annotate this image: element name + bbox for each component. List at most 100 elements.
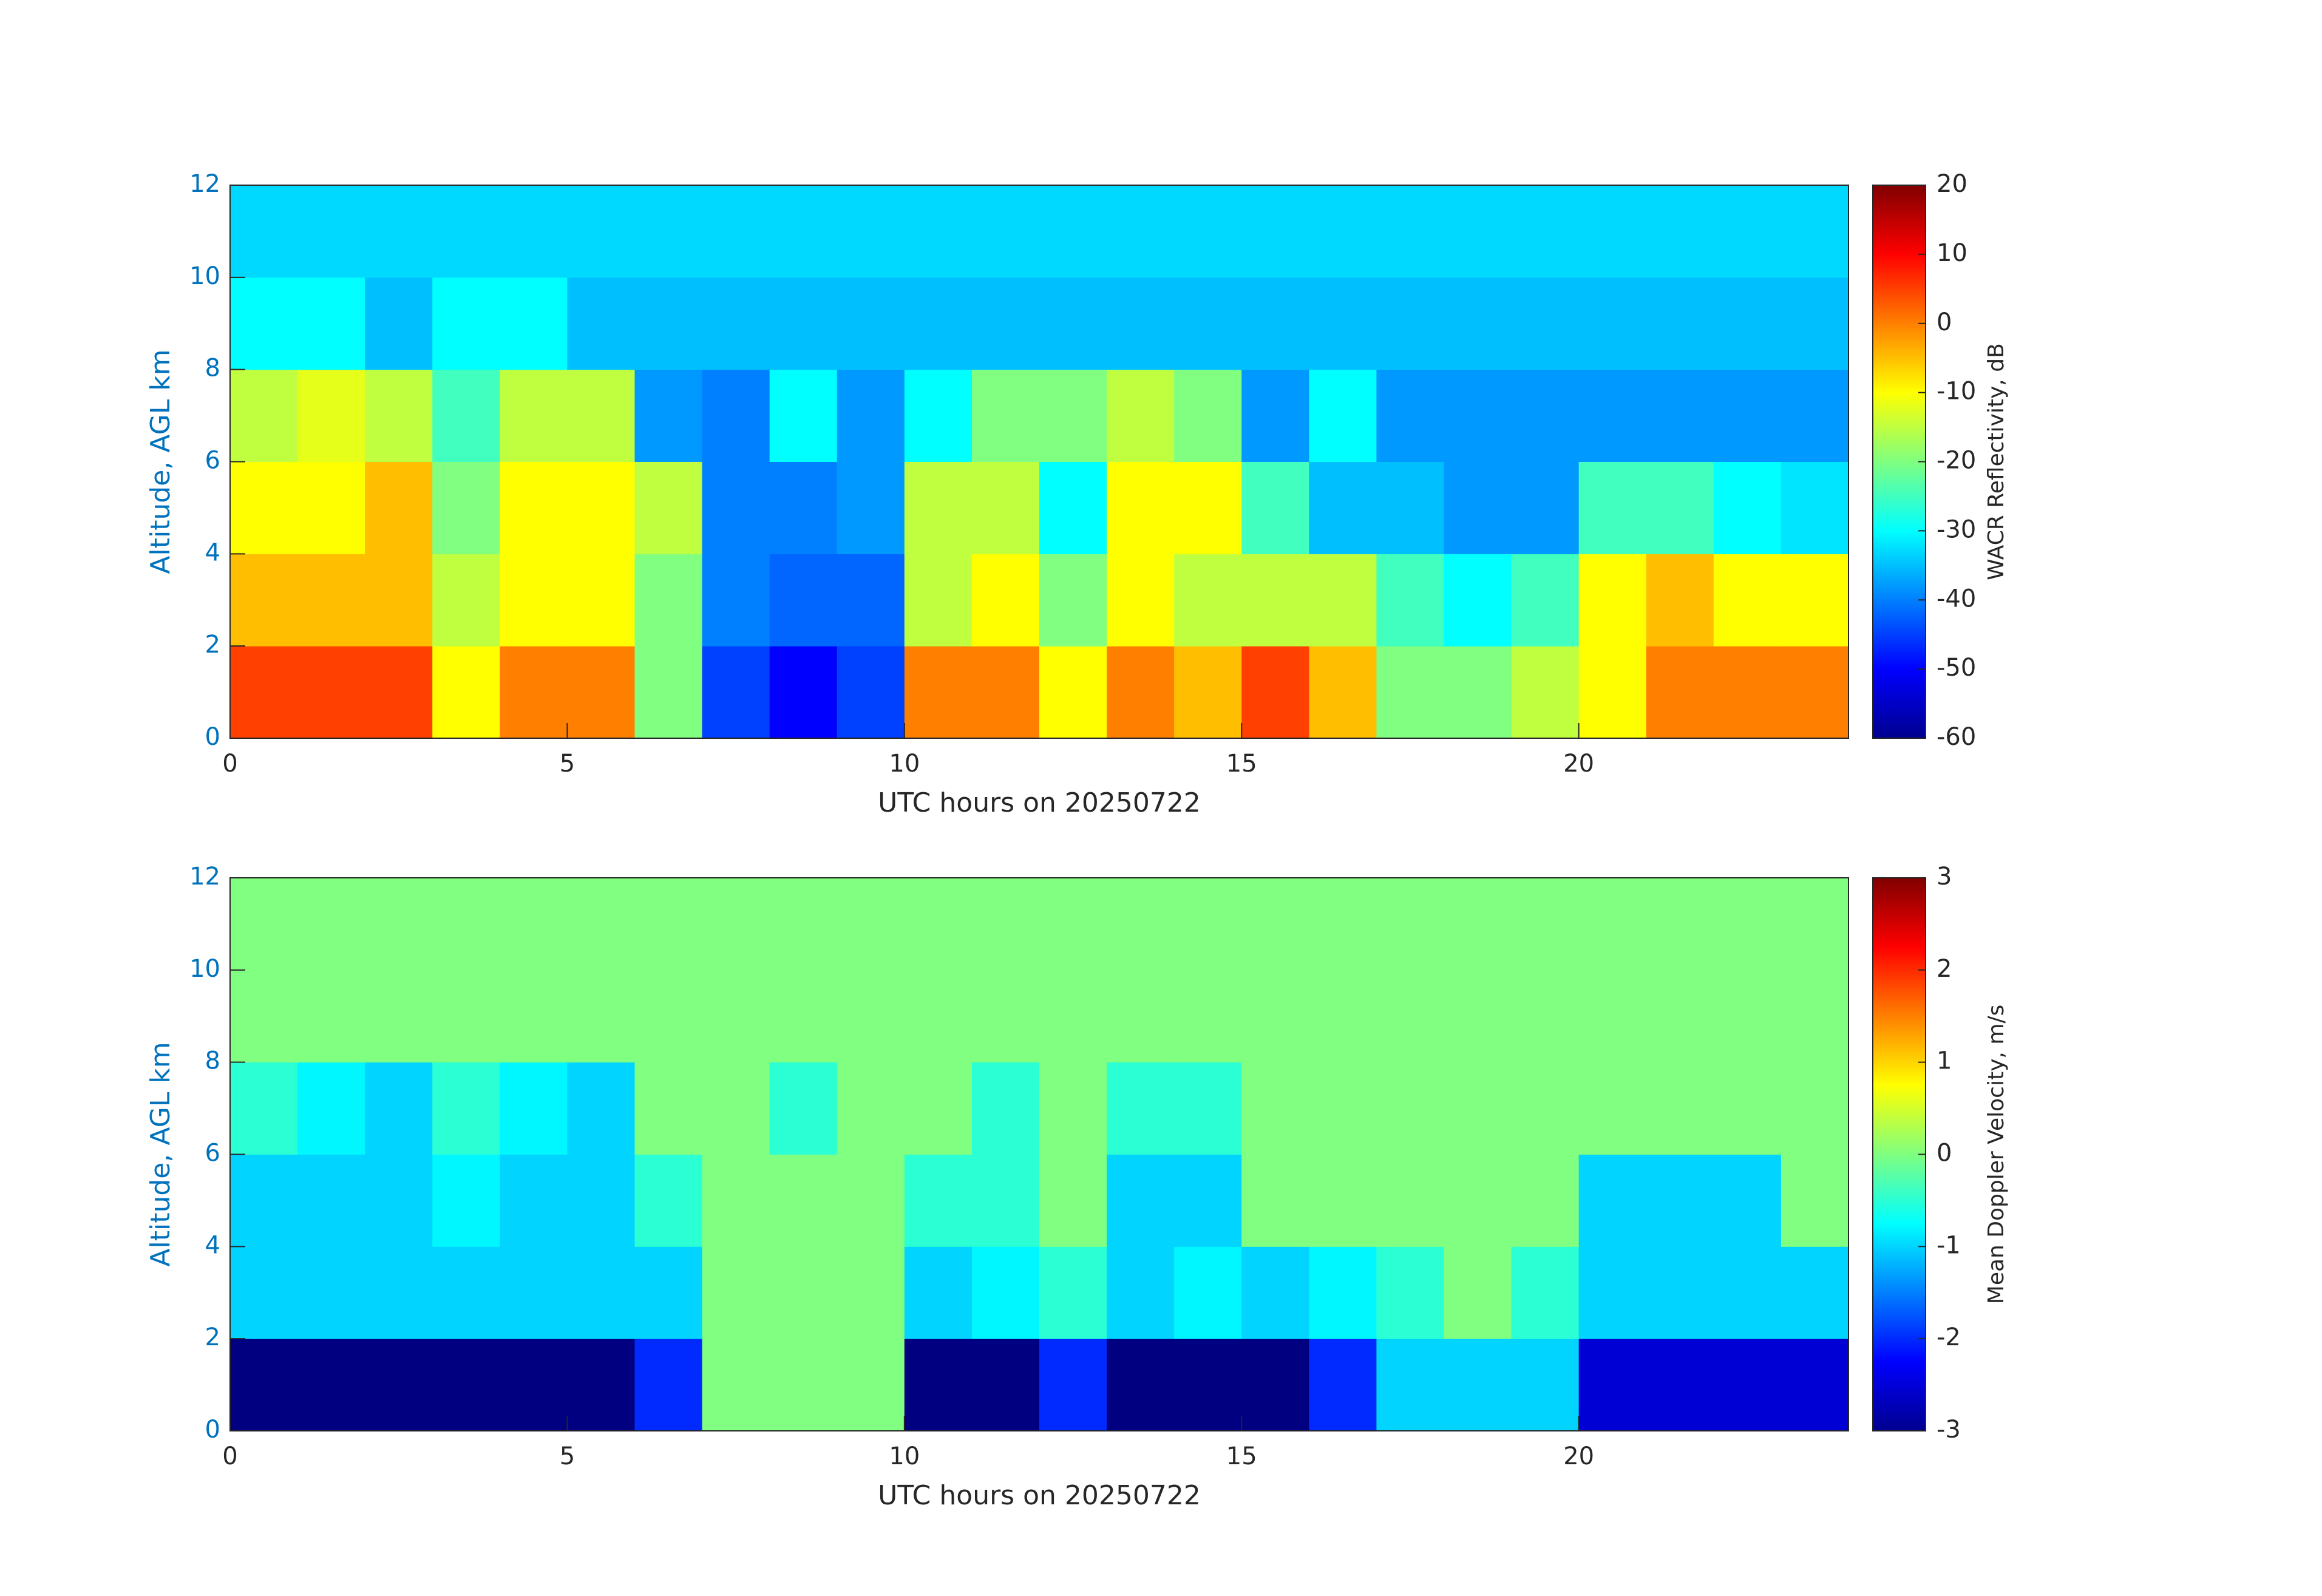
heatmap-cell (904, 1339, 973, 1431)
heatmap-cell (769, 369, 838, 462)
heatmap-cell (769, 878, 838, 971)
heatmap-cell (1241, 1062, 1309, 1155)
heatmap-cell (1107, 461, 1175, 554)
heatmap-cell (432, 1062, 500, 1155)
heatmap-cell (971, 878, 1040, 971)
heatmap-cell (702, 1246, 770, 1339)
heatmap-cell (500, 1062, 568, 1155)
heatmap-cell (837, 277, 905, 370)
heatmap-cell (1241, 277, 1309, 370)
heatmap-cell (1376, 646, 1444, 739)
heatmap-cell (1241, 1246, 1309, 1339)
heatmap-cell (1444, 554, 1512, 647)
heatmap-cell (1578, 369, 1647, 462)
heatmap-cell (702, 646, 770, 739)
x-tick-label: 20 (1563, 750, 1594, 778)
heatmap-cell (1174, 554, 1242, 647)
heatmap-cell (1578, 1154, 1647, 1247)
heatmap-cell (634, 554, 703, 647)
heatmap-cell (1444, 185, 1512, 278)
heatmap-cell (1174, 277, 1242, 370)
heatmap-cell (1241, 554, 1309, 647)
heatmap-cell (1511, 277, 1580, 370)
heatmap-cell (1511, 1154, 1580, 1247)
heatmap-cell (365, 969, 433, 1063)
heatmap-cell (1376, 969, 1444, 1063)
heatmap-cell (702, 461, 770, 554)
heatmap-cell (904, 1246, 973, 1339)
heatmap-cell (769, 1154, 838, 1247)
heatmap-cell (500, 646, 568, 739)
heatmap-cell (1174, 646, 1242, 739)
heatmap-cell (230, 185, 298, 278)
colorbar-tick-label: -20 (1937, 447, 1976, 475)
heatmap-cell (837, 461, 905, 554)
heatmap-cell (1174, 1246, 1242, 1339)
colorbar (1872, 185, 1926, 739)
heatmap-cell (1713, 1154, 1782, 1247)
heatmap-cell (1444, 969, 1512, 1063)
heatmap-cell (634, 369, 703, 462)
heatmap-cell (230, 554, 298, 647)
heatmap-cell (1781, 1246, 1849, 1339)
heatmap-cell (365, 1154, 433, 1247)
heatmap-cell (1039, 878, 1107, 971)
colorbar-label: WACR Reflectivity, dB (1984, 343, 2009, 580)
heatmap-cell (1578, 277, 1647, 370)
heatmap-cell (769, 277, 838, 370)
colorbar (1872, 877, 1926, 1431)
heatmap-cell (1039, 1246, 1107, 1339)
heatmap-cell (432, 878, 500, 971)
heatmap-cell (971, 369, 1040, 462)
heatmap-cell (1107, 185, 1175, 278)
heatmap-cell (971, 646, 1040, 739)
heatmap-cell (837, 1246, 905, 1339)
heatmap-cell (1713, 1246, 1782, 1339)
heatmap-cell (904, 969, 973, 1063)
heatmap-cell (567, 369, 635, 462)
heatmap-cell (1309, 878, 1377, 971)
heatmap-cell (1376, 1154, 1444, 1247)
heatmap-cell (837, 1339, 905, 1431)
heatmap-cell (1578, 185, 1647, 278)
heatmap-cell (1376, 878, 1444, 971)
heatmap-cell (1376, 1062, 1444, 1155)
y-tick-label: 6 (205, 1139, 220, 1167)
colorbar-tick-label: -2 (1937, 1323, 1961, 1351)
x-tick-label: 5 (560, 750, 575, 778)
heatmap-cell (702, 369, 770, 462)
heatmap-cell (230, 277, 298, 370)
heatmap-cell (1039, 1339, 1107, 1431)
heatmap-cell (1444, 1339, 1512, 1431)
heatmap-cell (1444, 277, 1512, 370)
x-tick-label: 15 (1226, 750, 1257, 778)
heatmap-cell (1039, 646, 1107, 739)
heatmap-cell (1511, 369, 1580, 462)
heatmap-cell (567, 554, 635, 647)
heatmap-cell (1107, 878, 1175, 971)
heatmap-cell (567, 969, 635, 1063)
heatmap-cell (432, 1154, 500, 1247)
heatmap-cell (230, 1154, 298, 1247)
colorbar-tick-label: 1 (1937, 1047, 1952, 1075)
heatmap-cell (971, 969, 1040, 1063)
heatmap-cell (702, 1154, 770, 1247)
colorbar-tick-label: 0 (1937, 1139, 1952, 1167)
heatmap-cell (297, 1154, 365, 1247)
heatmap-cell (1309, 1339, 1377, 1431)
heatmap-cell (702, 969, 770, 1063)
heatmap-cell (297, 969, 365, 1063)
heatmap-cell (1107, 277, 1175, 370)
heatmap-cell (432, 1246, 500, 1339)
colorbar-tick-label: -10 (1937, 378, 1976, 406)
x-tick-label: 0 (222, 750, 237, 778)
heatmap-cell (904, 461, 973, 554)
heatmap-cell (1646, 461, 1714, 554)
heatmap-cell (971, 277, 1040, 370)
heatmap-cell (500, 554, 568, 647)
heatmap-cell (1511, 969, 1580, 1063)
heatmap-cell (1039, 185, 1107, 278)
heatmap-cell (297, 1246, 365, 1339)
